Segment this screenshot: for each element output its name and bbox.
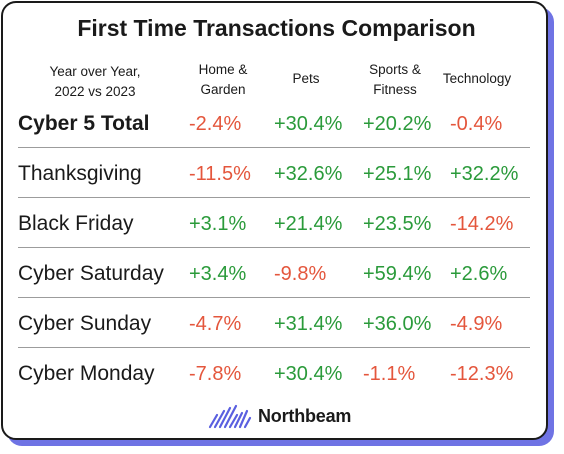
row-divider [18, 247, 530, 248]
table-cell: +3.4% [189, 263, 247, 285]
row-label: Thanksgiving [18, 162, 142, 185]
table-cell: -14.2% [450, 213, 514, 235]
table-cell: +31.4% [274, 313, 343, 335]
chart-title: First Time Transactions Comparison [77, 15, 476, 41]
table-cell: +25.1% [363, 163, 432, 185]
table-cell: -2.4% [189, 113, 242, 135]
row-label: Black Friday [18, 212, 134, 235]
table-cell: +30.4% [274, 113, 343, 135]
row-label: Cyber Saturday [18, 262, 164, 285]
column-header: Pets [292, 71, 320, 86]
table-cell: -1.1% [363, 363, 416, 385]
table-cell: +32.6% [274, 163, 343, 185]
column-header: Sports & Fitness [369, 62, 421, 97]
table-cell: -11.5% [189, 163, 251, 185]
brand-logo: Northbeam [208, 402, 351, 430]
table-cell: -4.7% [189, 313, 242, 335]
table-cell: -7.8% [189, 363, 242, 385]
column-header: Technology [442, 71, 512, 86]
row-label: Cyber Monday [18, 362, 155, 385]
table-cell: +20.2% [363, 113, 432, 135]
northbeam-logo-icon [208, 404, 252, 429]
brand-name: Northbeam [258, 405, 352, 426]
row-label: Cyber 5 Total [18, 112, 150, 135]
table-cell: -0.4% [450, 113, 503, 135]
table-cell: +36.0% [363, 313, 432, 335]
table-cell: +21.4% [274, 213, 343, 235]
row-divider [18, 297, 530, 298]
table-cell: +30.4% [274, 363, 343, 385]
row-divider [18, 197, 530, 198]
row-header: Year over Year, 2022 vs 2023 [49, 64, 141, 99]
row-divider [18, 347, 530, 348]
table-cell: -9.8% [274, 263, 327, 285]
row-divider [18, 147, 530, 148]
table-cell: +59.4% [363, 263, 432, 285]
row-label: Cyber Sunday [18, 312, 152, 335]
table-cell: +3.1% [189, 213, 247, 235]
table-cell: +23.5% [363, 213, 432, 235]
table-cell: -12.3% [450, 363, 514, 385]
column-header: Home & Garden [198, 62, 248, 97]
table-cell: +32.2% [450, 163, 519, 185]
comparison-card: First Time Transactions Comparison Year … [1, 1, 548, 440]
table-cell: +2.6% [450, 263, 508, 285]
table-cell: -4.9% [450, 313, 503, 335]
